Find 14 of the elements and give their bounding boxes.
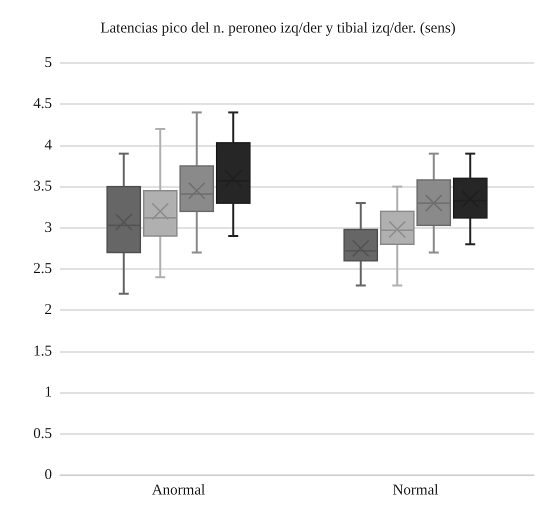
x-tick-label: Anormal: [152, 482, 206, 498]
y-tick-label: 1: [44, 384, 52, 401]
y-tick-label: 3: [44, 220, 52, 236]
x-tick-label: Normal: [392, 482, 438, 498]
y-tick-label: 0.5: [33, 426, 52, 442]
y-tick-label: 2.5: [33, 261, 52, 277]
y-tick-label: 3.5: [33, 178, 52, 195]
y-tick-label: 2: [44, 302, 52, 318]
y-tick-label: 5: [44, 55, 52, 71]
y-tick-label: 1.5: [33, 343, 52, 360]
y-tick-label: 4: [44, 137, 52, 154]
chart-title: Latencias pico del n. peroneo izq/der y tibial izq/der. (sens): [100, 20, 456, 36]
y-tick-label: 4.5: [33, 96, 52, 112]
y-tick-label: 0: [44, 467, 52, 483]
